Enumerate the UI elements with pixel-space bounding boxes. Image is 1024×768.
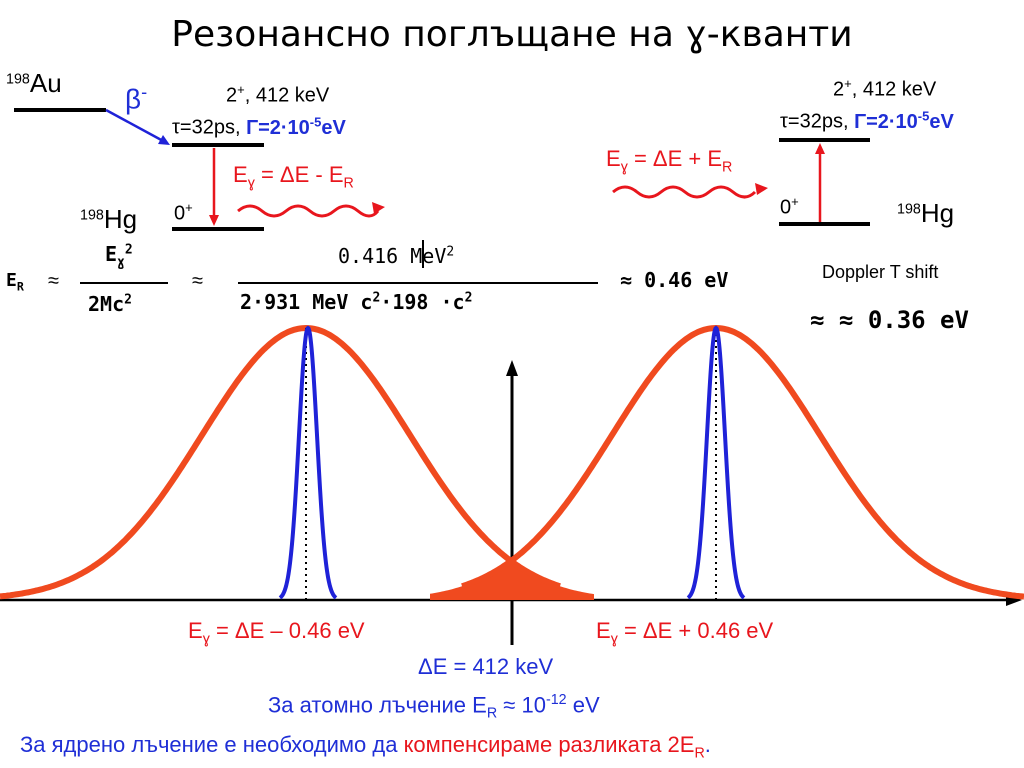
left-gamma-arrow-head bbox=[209, 215, 219, 226]
right-lifetime-width: τ=32ps, Γ=2·10-5eV bbox=[780, 108, 954, 133]
left-lifetime-width: τ=32ps, Γ=2·10-5eV bbox=[172, 114, 346, 139]
formula-num-2: 0.416 MeV2 bbox=[338, 244, 455, 268]
emission-natural-line bbox=[278, 325, 338, 600]
emission-equation: Eɣ = ΔE - ER bbox=[233, 162, 354, 192]
absorption-energy-label: Eɣ = ΔE + 0.46 eV bbox=[596, 618, 774, 648]
doppler-label: Doppler T shift bbox=[822, 262, 939, 282]
left-hg-label: 198Hg bbox=[80, 204, 138, 234]
right-hg-label: 198Hg bbox=[897, 198, 955, 228]
formula-lhs: ER bbox=[6, 270, 24, 294]
left-excited-level-label: 2+, 412 keV bbox=[226, 82, 330, 107]
right-photon-head bbox=[755, 183, 768, 195]
formula-approx-1: ≈ bbox=[48, 270, 59, 292]
left-photon-head bbox=[372, 202, 385, 214]
absorption-broad-curve bbox=[461, 324, 1024, 600]
right-excited-level-label: 2+, 412 keV bbox=[833, 76, 937, 101]
formula-approx-2: ≈ bbox=[192, 270, 203, 292]
right-gamma-arrow-head bbox=[815, 143, 825, 154]
beta-arrow-head bbox=[158, 135, 170, 145]
emission-broad-curve bbox=[0, 324, 561, 600]
overlap-region bbox=[430, 561, 594, 600]
beta-decay-arrow bbox=[105, 108, 166, 144]
transition-energy-label: ΔE = 412 keV bbox=[418, 654, 554, 679]
left-photon-wave bbox=[237, 204, 380, 218]
au-label: 198Au bbox=[6, 68, 62, 98]
left-ground-level-label: 0+ bbox=[174, 200, 193, 225]
nuclear-recoil-note: За ядрено лъчение е необходимо да компен… bbox=[20, 732, 711, 762]
center-axis-head bbox=[506, 360, 518, 376]
formula-num-1: Eɣ2 bbox=[105, 242, 133, 270]
formula-den-1: 2Mc2 bbox=[88, 292, 132, 316]
doppler-value: ≈ ≈ 0.36 eV bbox=[810, 306, 969, 334]
atomic-recoil-note: За атомно лъчение ER ≈ 10-12 eV bbox=[268, 692, 600, 722]
beta-label: β- bbox=[125, 82, 148, 115]
absorption-natural-line bbox=[686, 325, 746, 600]
right-ground-level-label: 0+ bbox=[780, 194, 799, 219]
right-photon-wave bbox=[612, 185, 757, 199]
page-title: Резонансно поглъщане на ɣ-кванти bbox=[171, 14, 853, 55]
emission-energy-label: Eɣ = ΔE – 0.46 eV bbox=[188, 618, 365, 648]
formula-den-2: 2·931 MeV c2·198 ·c2 bbox=[240, 290, 473, 314]
absorption-equation: Eɣ = ΔE + ER bbox=[606, 146, 733, 176]
formula-result: ≈ 0.46 eV bbox=[620, 268, 729, 292]
